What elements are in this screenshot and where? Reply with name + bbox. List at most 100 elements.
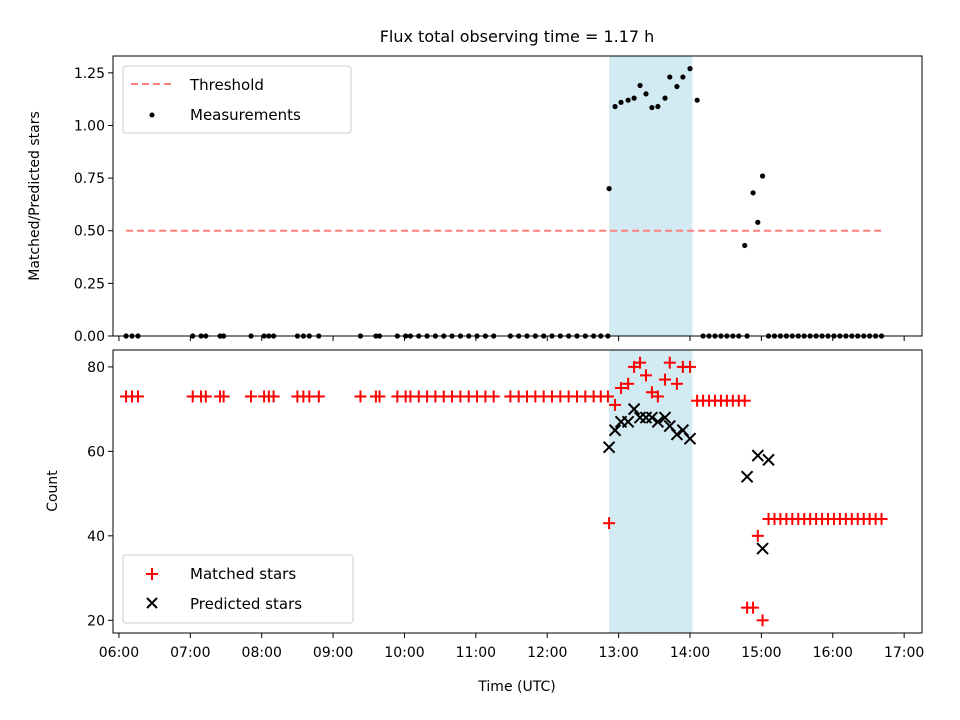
y-tick-label: 1.00 — [74, 118, 105, 134]
measurement-point — [667, 74, 673, 80]
measurement-point — [637, 82, 643, 89]
x-tick-label: 16:00 — [813, 645, 853, 661]
matched-star-point — [875, 512, 888, 525]
y-tick-label: 80 — [87, 360, 105, 376]
legend-measurements-swatch — [149, 112, 155, 118]
legend-measurements-label: Measurements — [190, 106, 301, 124]
legend-matched-swatch — [146, 568, 158, 580]
matched-star-point — [131, 390, 144, 403]
x-axis-label: Time (UTC) — [477, 679, 555, 695]
legend-predicted-swatch — [146, 597, 158, 609]
predicted-star-point — [683, 432, 697, 445]
measurement-point — [649, 104, 655, 111]
measurement-point — [680, 74, 686, 80]
x-tick-label: 08:00 — [242, 645, 282, 661]
x-tick-label: 13:00 — [598, 645, 638, 661]
predicted-star-point — [740, 470, 754, 483]
bottom-legend: Matched stars Predicted stars — [122, 554, 354, 624]
matched-star-point — [670, 377, 683, 390]
measurement-point — [612, 103, 618, 110]
matched-star-point — [651, 390, 664, 403]
bottom-panel: 20 40 60 80 06:00 07:00 08:00 09:00 10:00 11:00 1… — [45, 349, 924, 695]
y-tick-label: 0.00 — [74, 329, 105, 345]
predicted-star-point — [658, 411, 672, 424]
bottom-x-axis: 06:00 07:00 08:00 09:00 10:00 11:00 12:00 13:00… — [99, 633, 924, 661]
matched-star-point — [639, 369, 652, 382]
measurement-point — [755, 219, 761, 225]
matched-star-point — [245, 390, 258, 403]
matched-star-point — [601, 390, 614, 403]
predicted-star-point — [621, 415, 635, 429]
y-tick-label: 0.25 — [74, 276, 105, 292]
matched-star-point — [756, 614, 769, 627]
legend-predicted-label: Predicted stars — [190, 595, 302, 613]
matched-star-point — [634, 356, 647, 369]
x-tick-label: 15:00 — [741, 645, 781, 661]
x-tick-label: 12:00 — [527, 645, 567, 661]
measurement-point — [631, 95, 637, 101]
chart-title: Flux total observing time = 1.17 h — [380, 27, 655, 46]
y-tick-label: 0.75 — [74, 171, 105, 187]
x-tick-label: 14:00 — [670, 645, 710, 661]
predicted-star-point — [751, 449, 765, 462]
measurement-point — [694, 97, 700, 103]
x-tick-label: 10:00 — [384, 645, 424, 661]
x-tick-label: 06:00 — [99, 645, 139, 661]
top-panel: 0.00 0.25 0.50 0.75 1.00 1.25 Matched/Predict… — [27, 55, 923, 345]
x-tick-label: 07:00 — [170, 645, 210, 661]
x-tick-label: 11:00 — [456, 645, 496, 661]
matched-star-point — [373, 390, 386, 403]
legend-matched-label: Matched stars — [190, 565, 296, 583]
matched-star-point — [751, 529, 764, 542]
predicted-star-point — [670, 428, 684, 441]
matched-star-point — [199, 390, 212, 403]
measurement-point — [662, 95, 668, 101]
predicted-star-point — [602, 440, 616, 454]
predicted-star-point — [608, 424, 622, 437]
matched-star-point — [659, 373, 672, 386]
matched-star-point — [609, 398, 622, 411]
bottom-plot-marks — [120, 356, 888, 627]
matched-star-point — [603, 517, 616, 530]
y-tick-label: 40 — [87, 529, 105, 545]
y-tick-label: 1.25 — [74, 66, 105, 82]
y-tick-label: 0.50 — [74, 224, 105, 240]
measurement-point — [687, 66, 693, 72]
predicted-star-point — [627, 402, 641, 416]
matched-star-point — [217, 390, 230, 403]
measurement-point — [742, 242, 748, 249]
top-y-axis-label: Matched/Predicted stars — [27, 111, 43, 281]
top-highlight-span — [609, 56, 693, 336]
matched-star-point — [312, 390, 325, 403]
bottom-y-axis: 20 40 60 80 — [87, 360, 113, 629]
matched-star-point — [738, 394, 751, 407]
predicted-star-point — [651, 415, 665, 429]
predicted-star-point — [645, 411, 659, 424]
measurement-point — [606, 186, 612, 192]
measurement-point — [759, 173, 766, 179]
matched-star-point — [354, 390, 367, 403]
matched-star-point — [487, 390, 500, 403]
measurement-point — [655, 103, 661, 110]
legend-threshold-label: Threshold — [189, 76, 264, 94]
top-axes-frame — [112, 55, 923, 337]
measurement-point — [643, 91, 649, 97]
bottom-y-axis-label: Count — [45, 470, 61, 512]
matched-star-point — [267, 390, 280, 403]
bottom-legend-box — [122, 554, 354, 624]
measurement-point — [750, 190, 756, 196]
x-tick-label: 09:00 — [313, 645, 353, 661]
bottom-axes-frame — [112, 349, 923, 634]
predicted-star-point — [756, 542, 769, 555]
matched-star-point — [615, 382, 628, 395]
matched-star-point — [747, 601, 760, 614]
y-tick-label: 20 — [87, 613, 105, 629]
measurement-point — [618, 99, 624, 105]
bottom-highlight-span — [609, 350, 693, 633]
top-y-axis: 0.00 0.25 0.50 0.75 1.00 1.25 — [74, 66, 113, 345]
predicted-star-point — [762, 453, 775, 467]
measurement-point — [625, 97, 631, 103]
top-legend: Threshold Measurements — [122, 65, 352, 134]
matched-star-point — [622, 377, 635, 390]
